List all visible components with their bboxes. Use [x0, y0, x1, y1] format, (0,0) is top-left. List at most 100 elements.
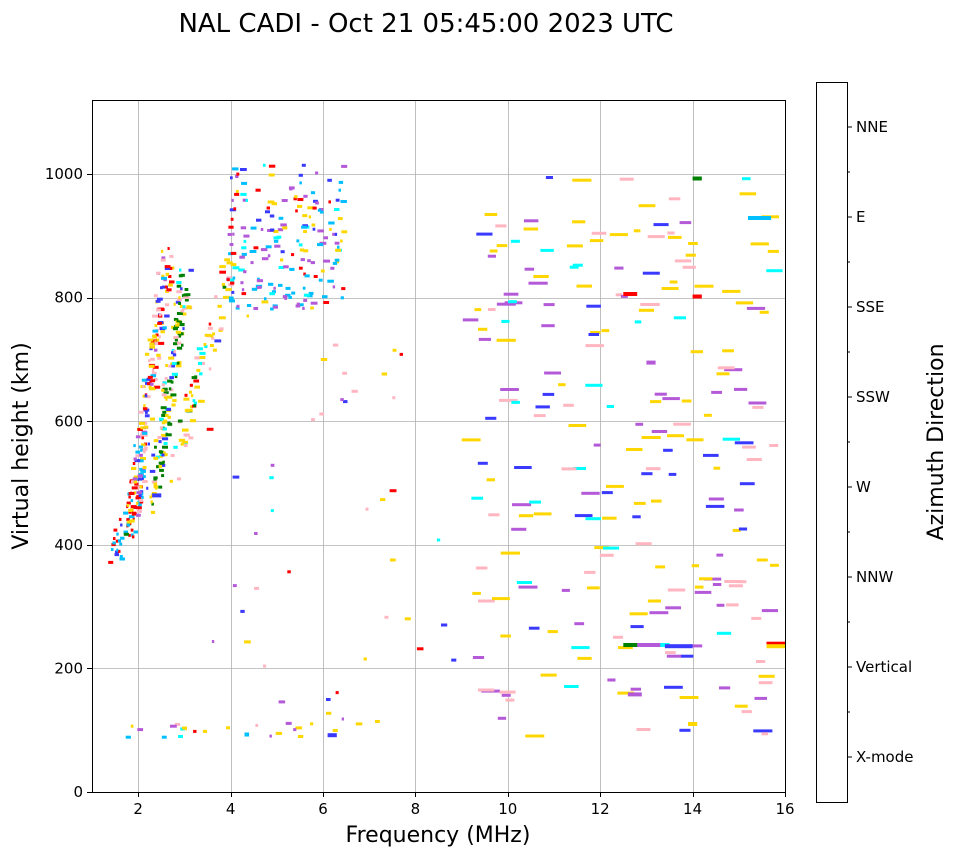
colorbar-tick-label: W	[856, 478, 871, 496]
echo-mark	[341, 717, 344, 721]
echo-mark	[338, 188, 341, 192]
echo-mark	[267, 254, 271, 258]
echo-mark	[180, 309, 185, 313]
echo-mark	[533, 275, 549, 278]
echo-mark	[164, 265, 171, 269]
echo-mark	[168, 283, 173, 287]
echo-mark	[176, 284, 182, 288]
echo-mark	[271, 290, 276, 294]
echo-mark	[591, 231, 607, 235]
echo-mark	[149, 342, 156, 346]
echo-mark	[392, 348, 397, 352]
echo-mark	[589, 239, 604, 243]
echo-mark	[298, 173, 303, 177]
echo-mark	[149, 347, 153, 351]
echo-mark	[144, 414, 150, 418]
echo-mark	[157, 356, 162, 360]
echo-mark	[297, 198, 304, 201]
echo-mark	[151, 480, 158, 484]
echo-mark	[571, 646, 590, 650]
echo-mark	[177, 322, 180, 326]
echo-mark	[741, 710, 752, 714]
echo-mark	[158, 440, 162, 444]
echo-mark	[171, 351, 176, 355]
echo-mark	[170, 393, 177, 397]
echo-mark	[218, 316, 226, 320]
echo-mark	[221, 283, 225, 287]
echo-mark	[436, 538, 441, 542]
echo-mark	[761, 609, 778, 613]
chart-title: NAL CADI - Oct 21 05:45:00 2023 UTC	[178, 9, 673, 39]
echo-mark	[668, 472, 677, 476]
echo-mark	[182, 312, 187, 316]
echo-mark	[179, 304, 183, 308]
echo-mark	[241, 246, 247, 250]
echo-mark	[746, 306, 766, 310]
echo-mark	[241, 288, 245, 292]
echo-mark	[231, 290, 235, 294]
echo-mark	[204, 333, 211, 337]
echo-mark	[212, 348, 217, 352]
echo-mark	[649, 611, 669, 615]
echo-mark	[143, 450, 146, 454]
echo-mark	[284, 296, 288, 300]
echo-mark	[663, 448, 673, 452]
echo-mark	[137, 503, 142, 507]
data-marks	[108, 163, 785, 739]
echo-mark	[569, 265, 579, 269]
echo-mark	[210, 334, 214, 338]
echo-mark	[188, 268, 194, 272]
echo-mark	[476, 232, 493, 236]
echo-mark	[581, 491, 600, 495]
echo-mark	[144, 421, 147, 425]
echo-mark	[140, 448, 143, 452]
echo-mark	[355, 722, 363, 726]
echo-mark	[230, 176, 233, 180]
echo-mark	[255, 188, 261, 192]
echo-mark	[128, 509, 133, 512]
echo-mark	[590, 330, 601, 334]
echo-mark	[164, 285, 168, 289]
echo-mark	[165, 433, 172, 437]
echo-mark	[332, 729, 338, 732]
echo-mark	[635, 542, 652, 546]
echo-mark	[172, 327, 178, 331]
echo-mark	[161, 274, 165, 278]
echo-mark	[152, 365, 159, 369]
echo-mark	[713, 466, 721, 470]
echo-mark	[287, 570, 291, 574]
echo-mark	[666, 654, 682, 658]
echo-mark	[159, 313, 162, 317]
echo-mark	[282, 295, 288, 299]
echo-mark	[138, 459, 144, 463]
echo-mark	[160, 286, 163, 290]
echo-mark	[141, 436, 145, 440]
echo-mark	[232, 475, 240, 479]
echo-mark	[180, 442, 184, 446]
echo-mark	[250, 226, 257, 230]
echo-mark	[642, 271, 660, 275]
echo-mark	[270, 463, 275, 467]
echo-mark	[150, 500, 153, 504]
echo-mark	[302, 214, 308, 218]
echo-mark	[228, 283, 234, 287]
echo-mark	[159, 417, 164, 421]
echo-mark	[474, 308, 482, 312]
echo-mark	[115, 539, 118, 543]
echo-mark	[265, 245, 272, 249]
echo-mark	[176, 346, 183, 350]
echo-mark	[170, 454, 175, 457]
echo-mark	[500, 388, 519, 391]
echo-mark	[301, 225, 307, 229]
echo-mark	[165, 364, 168, 367]
echo-mark	[308, 291, 314, 295]
echo-mark	[182, 440, 188, 444]
echo-mark	[170, 267, 173, 270]
echo-mark	[170, 724, 177, 728]
echo-mark	[232, 584, 237, 588]
echo-mark	[131, 535, 135, 539]
echo-mark	[169, 479, 173, 483]
echo-mark	[293, 728, 297, 732]
echo-mark	[157, 297, 163, 301]
echo-mark	[484, 213, 498, 216]
